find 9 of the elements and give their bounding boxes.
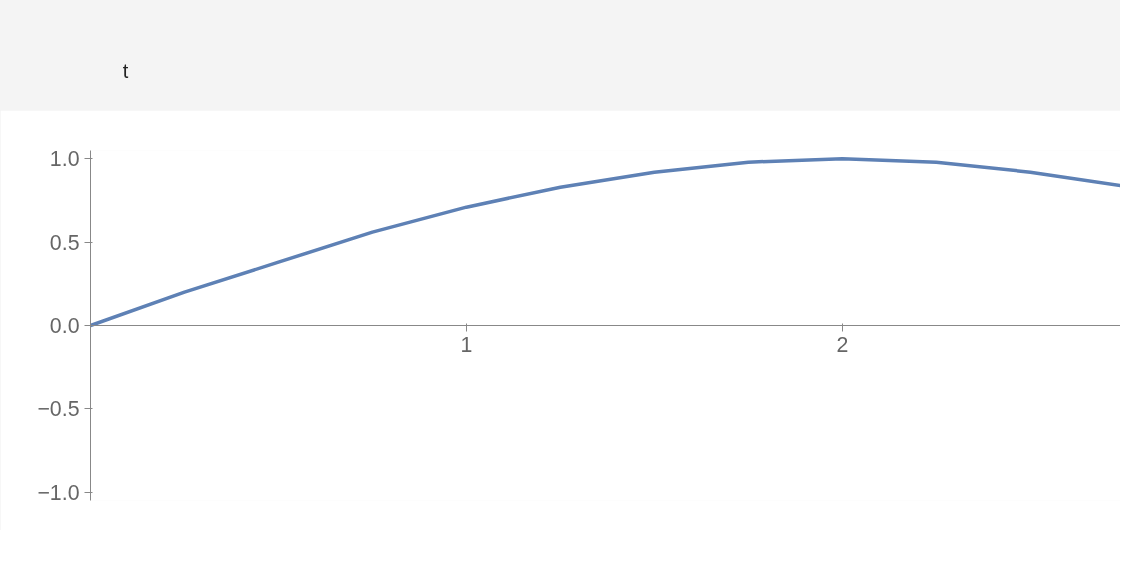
y-tick-label: 1.0 (49, 147, 80, 172)
x-tick-label: 2 (836, 332, 849, 357)
y-tick-label: 0.5 (49, 230, 80, 255)
text: t (122, 59, 129, 82)
line-series (90, 157, 1120, 328)
x-tick-label: 1 (460, 332, 473, 357)
y-tick-label: 0.0 (49, 314, 80, 338)
y-tick-label: −0.5 (37, 397, 80, 422)
y-tick-label: −1.0 (37, 480, 80, 505)
